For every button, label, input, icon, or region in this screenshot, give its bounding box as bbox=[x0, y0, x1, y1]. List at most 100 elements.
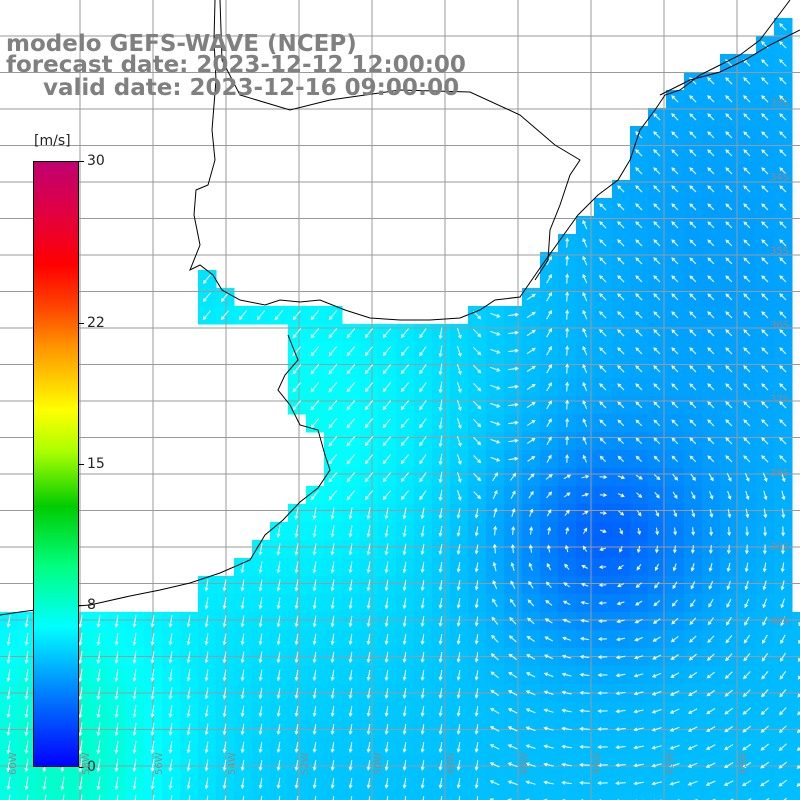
wind-arrow bbox=[779, 383, 787, 391]
wind-arrow bbox=[615, 691, 626, 696]
wind-arrow bbox=[565, 273, 570, 284]
wind-arrow bbox=[456, 544, 461, 555]
wind-arrow bbox=[508, 348, 519, 353]
wind-arrow bbox=[490, 420, 501, 426]
wind-arrow bbox=[78, 722, 83, 737]
wind-arrow bbox=[599, 203, 607, 211]
wind-arrow bbox=[511, 525, 516, 536]
wind-arrow bbox=[743, 113, 751, 121]
wind-arrow bbox=[760, 779, 770, 787]
wind-arrow bbox=[546, 382, 552, 392]
wind-arrow bbox=[765, 797, 770, 800]
longitude-label: 40W bbox=[738, 752, 749, 775]
wind-arrow bbox=[400, 418, 409, 429]
wind-arrow bbox=[706, 689, 716, 697]
wind-arrow bbox=[402, 724, 407, 735]
wind-arrow bbox=[508, 384, 519, 389]
wind-arrow bbox=[420, 579, 425, 592]
wind-arrow bbox=[725, 383, 733, 391]
wind-arrow bbox=[114, 722, 119, 737]
wind-arrow bbox=[186, 777, 191, 790]
wind-arrow bbox=[579, 726, 590, 731]
wind-arrow bbox=[761, 311, 769, 319]
wind-arrow bbox=[670, 636, 679, 643]
wind-arrow bbox=[617, 493, 625, 498]
wind-arrow bbox=[438, 453, 443, 466]
wind-arrow bbox=[419, 400, 427, 411]
wind-arrow bbox=[599, 401, 607, 409]
wind-arrow bbox=[456, 327, 462, 339]
wind-arrow bbox=[384, 651, 389, 664]
wind-arrow bbox=[312, 778, 317, 789]
wind-arrow bbox=[725, 329, 733, 337]
wind-arrow bbox=[508, 366, 519, 371]
wind-arrow bbox=[562, 618, 571, 623]
wind-arrow bbox=[617, 365, 625, 373]
wind-arrow bbox=[204, 597, 209, 610]
wind-arrow bbox=[402, 760, 407, 771]
wind-arrow bbox=[635, 383, 643, 391]
colorbar-tick-label: 30 bbox=[87, 153, 105, 169]
wind-arrow bbox=[312, 543, 317, 556]
wind-arrow bbox=[456, 381, 462, 393]
wind-cell bbox=[702, 792, 721, 800]
wind-arrow bbox=[330, 760, 335, 771]
wind-arrow bbox=[546, 508, 552, 517]
wind-arrow bbox=[565, 309, 570, 320]
wind-arrow bbox=[364, 346, 374, 357]
wind-arrow bbox=[761, 239, 769, 247]
wind-arrow bbox=[563, 492, 571, 498]
wind-arrow bbox=[546, 291, 552, 302]
wind-arrow bbox=[781, 472, 786, 483]
wind-arrow bbox=[312, 579, 317, 592]
wind-arrow bbox=[238, 310, 247, 321]
wind-arrow bbox=[708, 562, 713, 572]
wind-arrow bbox=[330, 525, 335, 538]
colorbar bbox=[33, 161, 79, 767]
wind-arrow bbox=[653, 347, 661, 355]
wind-arrow bbox=[402, 742, 407, 753]
wind-arrow bbox=[615, 727, 626, 732]
wind-arrow bbox=[669, 708, 680, 714]
wind-arrow bbox=[707, 383, 715, 391]
wind-arrow bbox=[528, 490, 534, 499]
wind-arrow bbox=[653, 113, 661, 121]
wind-arrow bbox=[382, 328, 391, 339]
wind-arrow bbox=[707, 455, 715, 463]
wind-arrow bbox=[779, 257, 787, 265]
wind-arrow bbox=[689, 329, 697, 337]
wind-arrow bbox=[204, 741, 209, 754]
wind-arrow bbox=[492, 472, 498, 482]
wind-arrow bbox=[330, 724, 335, 735]
wind-arrow bbox=[598, 565, 607, 570]
wind-arrow bbox=[507, 780, 518, 786]
wind-arrow bbox=[617, 311, 625, 319]
wind-arrow bbox=[346, 454, 356, 465]
wind-arrow bbox=[510, 490, 516, 499]
wind-arrow bbox=[689, 635, 697, 643]
wind-arrow bbox=[312, 633, 317, 646]
wind-arrow bbox=[619, 528, 623, 535]
wind-cell bbox=[90, 792, 109, 800]
wind-arrow bbox=[419, 490, 427, 501]
wind-arrow bbox=[114, 758, 119, 773]
wind-arrow bbox=[382, 382, 391, 393]
wind-arrow bbox=[402, 670, 407, 681]
wind-arrow bbox=[508, 420, 519, 425]
wind-arrow bbox=[328, 364, 338, 375]
wind-arrow bbox=[402, 778, 407, 789]
wind-arrow bbox=[634, 637, 643, 642]
wind-cell bbox=[306, 792, 325, 800]
wind-arrow bbox=[707, 329, 715, 337]
wind-arrow bbox=[725, 221, 733, 229]
wind-arrow bbox=[150, 777, 155, 790]
wind-arrow bbox=[368, 796, 371, 800]
wind-arrow bbox=[78, 686, 83, 701]
wind-arrow bbox=[150, 615, 155, 628]
wind-arrow bbox=[132, 669, 137, 682]
wind-arrow bbox=[292, 364, 302, 375]
wind-arrow bbox=[543, 726, 554, 731]
wind-arrow bbox=[599, 293, 607, 301]
wind-arrow bbox=[743, 59, 751, 67]
wind-arrow bbox=[565, 237, 570, 248]
